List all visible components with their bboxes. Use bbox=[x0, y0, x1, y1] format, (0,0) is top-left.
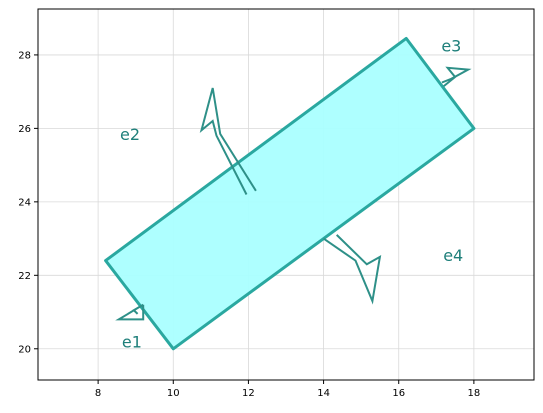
y-tick-label: 20 bbox=[18, 344, 31, 355]
arrow-e2 bbox=[199, 87, 257, 195]
x-tick-label: 12 bbox=[242, 388, 255, 399]
arrow-e3 bbox=[441, 66, 472, 87]
edge-label-e2: e2 bbox=[120, 125, 140, 144]
plot-frame bbox=[37, 8, 535, 381]
edge-labels: e1 e2 e3 e4 bbox=[120, 37, 463, 352]
rectangle-shape bbox=[104, 36, 476, 351]
y-tick-label: 24 bbox=[18, 197, 31, 208]
y-tick-label: 28 bbox=[18, 50, 31, 61]
edge-label-e4: e4 bbox=[443, 246, 463, 265]
x-tick-label: 18 bbox=[468, 388, 481, 399]
edge-label-e1: e1 bbox=[122, 332, 142, 351]
arrow-e1 bbox=[115, 303, 145, 321]
x-tick-label: 16 bbox=[392, 388, 405, 399]
arrow-e4 bbox=[323, 234, 382, 305]
y-tick-label: 22 bbox=[18, 271, 31, 282]
y-tick-label: 26 bbox=[18, 124, 31, 135]
x-tick-label: 8 bbox=[95, 388, 101, 399]
ticks: 8 10 12 14 16 18 20 22 24 26 28 bbox=[18, 50, 480, 399]
shapes-layer bbox=[104, 36, 476, 351]
edge-label-e3: e3 bbox=[441, 37, 461, 56]
x-tick-label: 10 bbox=[167, 388, 180, 399]
x-tick-label: 14 bbox=[317, 388, 330, 399]
